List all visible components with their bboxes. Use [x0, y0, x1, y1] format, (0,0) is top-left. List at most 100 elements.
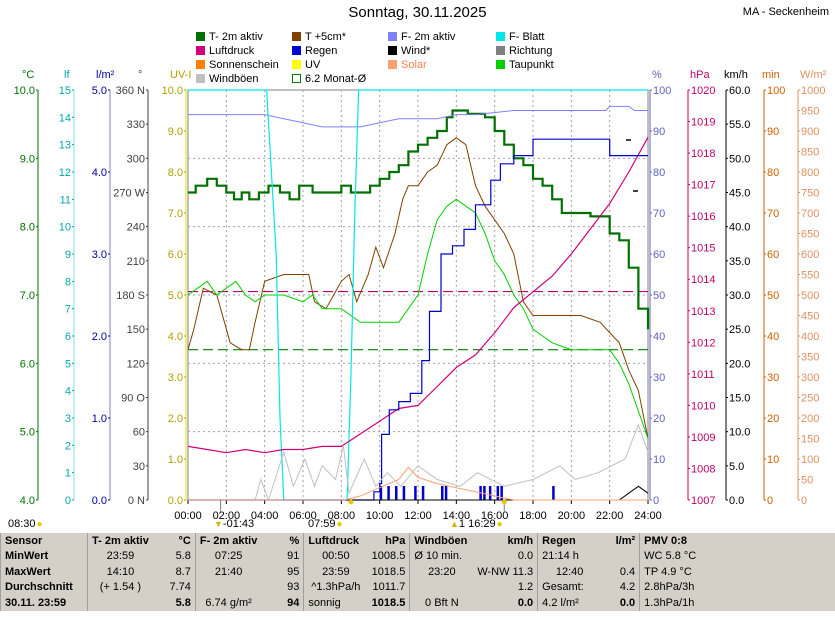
- rain-bar: [488, 486, 492, 500]
- x-tick-label: 02:00: [213, 510, 241, 522]
- axis-tick-label: 11: [60, 194, 71, 206]
- axis-tick-label: 330: [127, 119, 145, 131]
- axis-tick-label: 25.0: [729, 324, 750, 336]
- x-tick-label: 06:00: [289, 510, 317, 522]
- axis-unit-label: lf: [64, 69, 70, 81]
- axis-tick-label: 5.0: [168, 290, 183, 302]
- axis-tick-label: 300: [127, 153, 145, 165]
- series-regen: [188, 138, 648, 501]
- col-sensor: Sensor: [0, 533, 88, 549]
- axis-tick-label: 20: [653, 413, 665, 425]
- legend-item: Sonnenschein: [196, 58, 279, 72]
- axis-tick-label: 9.0: [20, 153, 35, 165]
- axis-tick-label: 60: [767, 249, 779, 261]
- axis-unit-label: %: [652, 69, 662, 81]
- legend-label: T +5cm*: [305, 31, 347, 43]
- axis-tick-label: 30: [653, 372, 665, 384]
- legend-item: T- 2m aktiv: [196, 30, 263, 44]
- axis-tick-label: 0.0: [168, 495, 183, 507]
- axis-tick-label: 13: [59, 140, 71, 152]
- axis-tick-label: 8.0: [168, 167, 183, 179]
- series-t--2m-aktiv: [188, 109, 650, 330]
- axis-tick-label: 2: [65, 440, 71, 452]
- x-axis: 00:00 02:00 04:00 06:00 08:00 10:00 12:00 14:00…: [174, 500, 662, 522]
- axis-tick-label: 60: [653, 249, 665, 261]
- sunset-marker: 07:59●: [308, 518, 343, 530]
- legend-label: Regen: [305, 45, 338, 57]
- rain-bar: [483, 486, 486, 500]
- x-tick-label: 22:00: [596, 510, 624, 522]
- axis-tick-label: 450: [801, 311, 819, 323]
- axis-tick-label: 8: [65, 276, 71, 288]
- legend-swatch: [388, 60, 397, 69]
- legend-swatch: [196, 74, 205, 83]
- axis-tick-label: 400: [801, 331, 819, 343]
- legend-swatch: [496, 32, 505, 41]
- legend-swatch: [196, 32, 205, 41]
- legend-swatch: [388, 32, 397, 41]
- rain-bar: [395, 486, 398, 500]
- legend-swatch: [496, 46, 505, 55]
- sun-icon: ●: [496, 519, 503, 530]
- col-humidity: F- 2m aktiv: [194, 533, 262, 549]
- legend-label: Solar: [401, 59, 427, 71]
- series-windb-en: [254, 423, 649, 502]
- axis-tick-label: 550: [801, 270, 819, 282]
- axis-tick-label: 10.0: [162, 85, 183, 97]
- axis-tick-label: 700: [801, 208, 819, 220]
- axis-tick-label: 3.0: [92, 249, 107, 261]
- legend-swatch: [292, 74, 301, 83]
- sunrise-time: 08:30: [8, 518, 36, 530]
- legend-swatch: [388, 46, 397, 55]
- axis-tick-label: 15.0: [729, 393, 750, 405]
- axis-tick-label: 100: [653, 85, 671, 97]
- axis-tick-label: 6: [65, 331, 71, 343]
- axis-tick-label: 100: [801, 454, 819, 466]
- axis-: ° 360 N 330 300 270 W 240 210 180 S 150 120 90 O 60…: [113, 69, 149, 507]
- moon-high-marker: ▲1 16:29●: [450, 518, 503, 530]
- axis-tick-label: 7.0: [20, 290, 35, 302]
- axis-tick-label: 1011: [691, 369, 715, 381]
- axis-tick-label: 950: [801, 106, 819, 118]
- axis-tick-label: 15: [59, 85, 71, 97]
- axis-tick-label: 14: [59, 112, 71, 124]
- sunrise-marker: 08:30●: [8, 518, 43, 530]
- axis-tick-label: 50: [801, 475, 813, 487]
- axis-tick-label: 360 N: [116, 85, 145, 97]
- axis-Wm: W/m²100095090085080075070065060055050045…: [797, 69, 827, 507]
- legend-label: T- 2m aktiv: [209, 31, 263, 43]
- axis-tick-label: 240: [127, 222, 145, 234]
- axis-tick-label: 80: [767, 167, 779, 179]
- axis-tick-label: 60.0: [729, 85, 750, 97]
- legend-label: Wind*: [401, 45, 431, 57]
- col-pressure: Luftdruck: [303, 533, 368, 549]
- axis-tick-label: 0: [767, 495, 773, 507]
- axis-tick-label: 1.0: [92, 413, 107, 425]
- legend-swatch: [496, 60, 505, 69]
- axis-hPa: hPa 1020 1019 1018 1017 1016 1015 1014 1013 1012 1…: [687, 69, 715, 507]
- rain-bar: [421, 486, 425, 500]
- axis-tick-label: 3: [65, 413, 71, 425]
- legend-item: Taupunkt: [496, 58, 554, 72]
- axis-tick-label: 20.0: [729, 358, 750, 370]
- station-name: MA - Seckenheim: [742, 6, 829, 18]
- axis-tick-label: 10: [767, 454, 779, 466]
- moon-high-time: 1 16:29: [458, 518, 496, 530]
- axis-tick-label: 350: [801, 352, 819, 364]
- axis-tick-label: 150: [801, 434, 819, 446]
- legend-label: F- Blatt: [509, 31, 545, 43]
- stats-row-current: 30.11. 23:59 5.8 6.74 g/m² 94 sonnig 1018.…: [0, 595, 835, 611]
- series-f--2m-aktiv: [188, 105, 648, 128]
- legend-item: Wind*: [388, 44, 430, 58]
- legend-swatch: [196, 60, 205, 69]
- x-tick-label: 14:00: [443, 510, 471, 522]
- x-tick-label: 20:00: [558, 510, 586, 522]
- sun-dot: [348, 499, 354, 505]
- axis-tick-label: 650: [801, 229, 819, 241]
- x-tick-label: 24:00: [634, 510, 662, 522]
- rain-bar: [402, 486, 406, 500]
- axis-unit-label: °C: [22, 69, 34, 81]
- series-solar: [188, 466, 648, 501]
